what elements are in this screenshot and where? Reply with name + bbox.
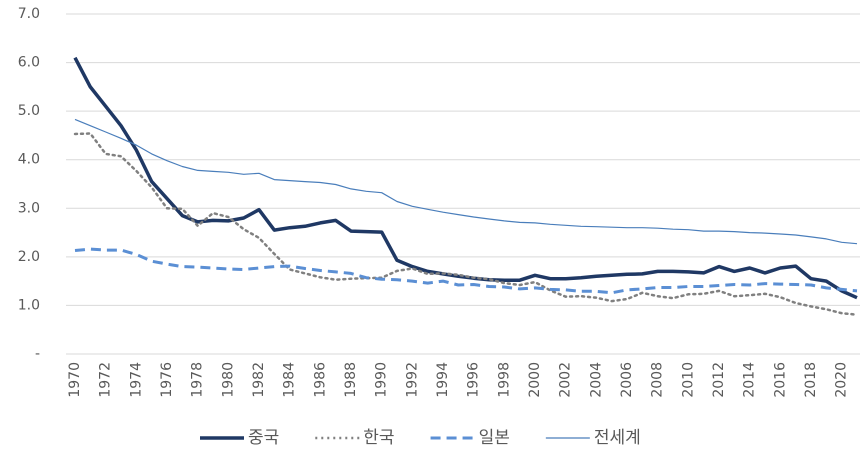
x-tick-label: 1976 [159,362,175,398]
x-tick-label: 2006 [619,362,635,398]
y-tick-label: - [35,346,40,362]
y-tick-label: 3.0 [18,200,40,216]
x-tick-label: 2010 [680,362,696,398]
legend: 중국 한국 일본 전세계 [200,428,641,448]
x-tick-label: 2014 [742,362,758,398]
legend-label: 중국 [248,428,279,448]
y-tick-label: 5.0 [18,103,40,119]
x-tick-label: 1972 [98,362,114,398]
x-tick-label: 2002 [558,362,574,398]
legend-label: 전세계 [594,428,641,448]
x-tick-label: 2018 [803,362,819,398]
y-tick-label: 7.0 [18,6,40,22]
series-line [73,132,859,316]
legend-label: 일본 [479,428,510,448]
y-tick-label: 6.0 [18,55,40,71]
x-tick-label: 1970 [67,362,83,398]
x-tick-label: 1996 [466,362,482,398]
x-tick-label: 2016 [772,362,788,398]
x-tick-label: 1986 [312,362,328,398]
x-tick-label: 1984 [282,362,298,398]
x-tick-label: 1992 [404,362,420,398]
x-tick-label: 1988 [343,362,359,398]
x-tick-label: 2000 [527,362,543,398]
series-line [73,56,858,300]
x-tick-label: 2012 [711,362,727,398]
legend-label: 한국 [363,428,394,448]
x-tick-label: 1982 [251,362,267,398]
y-tick-label: 1.0 [18,297,40,313]
series-line [74,118,858,245]
x-tick-label: 2008 [650,362,666,398]
x-tick-label: 1974 [128,362,144,398]
x-tick-label: 1980 [220,362,236,398]
series-line [74,247,858,295]
x-tick-label: 2004 [588,362,604,398]
x-tick-label: 2020 [834,362,850,398]
x-tick-label: 1978 [190,362,206,398]
x-tick-label: 1994 [435,362,451,398]
y-tick-label: 2.0 [18,249,40,265]
x-tick-label: 1998 [496,362,512,398]
x-tick-label: 1990 [374,362,390,398]
y-tick-label: 4.0 [18,152,40,168]
